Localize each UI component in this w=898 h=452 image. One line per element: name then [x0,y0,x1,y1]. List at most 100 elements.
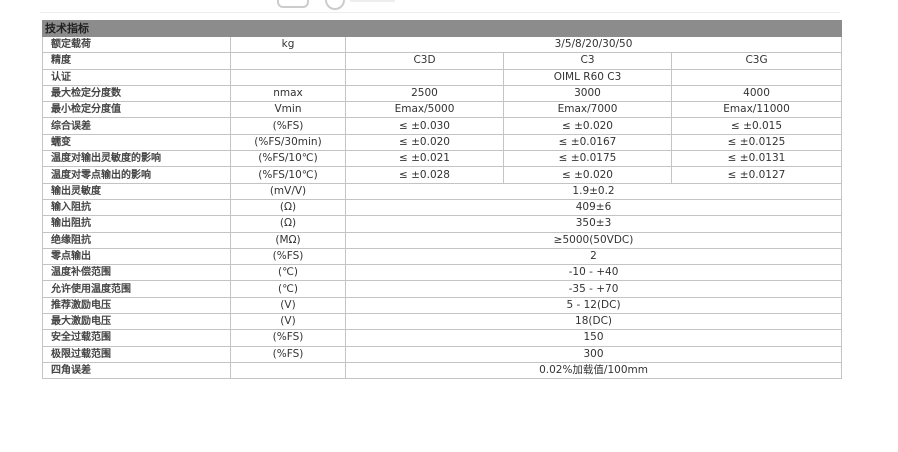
spec-name: 温度补偿范围 [42,264,231,282]
spec-value-c3g: Emax/11000 [670,101,843,119]
spec-name: 输出灵敏度 [42,182,231,200]
spec-unit: (%FS/10℃) [230,150,346,168]
spec-name: 最小检定分度值 [42,101,231,119]
spec-value: 300 [344,345,843,363]
spec-name: 允许使用温度范围 [42,280,231,298]
spec-value: 350±3 [344,215,843,233]
spec-value-c3: OIML R60 C3 [503,68,672,86]
spec-value: -35 - +70 [344,280,843,298]
logo-caption [350,0,395,2]
table-row: 温度对零点输出的影响 (%FS/10℃) ≤ ±0.028 ≤ ±0.020 ≤ ±0.… [42,166,843,184]
table-row: 综合误差 (%FS) ≤ ±0.030 ≤ ±0.020 ≤ ±0.015 [42,117,843,135]
table-row: 零点输出 (%FS) 2 [42,247,843,266]
table-row: 安全过载范围 (%FS) 150 [42,329,843,347]
table-row: 四角误差 0.02%加载值/100mm [42,361,843,380]
spec-unit: (%FS) [230,117,346,135]
spec-name: 四角误差 [42,361,231,380]
spec-unit: (mV/V) [230,182,346,200]
spec-value-c3: 3000 [503,84,672,103]
spec-value: -10 - +40 [344,264,843,282]
spec-value: 2 [344,247,843,266]
spec-value: 3/5/8/20/30/50 [344,35,843,54]
spec-name: 最大检定分度数 [42,84,231,103]
spec-value-c3g: 4000 [670,84,843,103]
table-row: 最大激励电压 (V) 18(DC) [42,313,843,331]
spec-unit [230,68,346,86]
spec-unit: (Ω) [230,215,346,233]
spec-unit: (MΩ) [230,231,346,249]
table-row: 推荐激励电压 (V) 5 - 12(DC) [42,296,843,315]
spec-name: 输入阻抗 [42,198,231,217]
table-row: 认证 OIML R60 C3 [42,68,843,86]
spec-unit: (V) [230,296,346,315]
divider [40,12,840,13]
spec-name: 绝缘阻抗 [42,231,231,249]
spec-name: 额定载荷 [42,35,231,54]
spec-value: 18(DC) [344,313,843,331]
table-row: 温度对输出灵敏度的影响 (%FS/10℃) ≤ ±0.021 ≤ ±0.0175 ≤ ±… [42,150,843,168]
spec-value-c3d: C3D [345,52,504,70]
spec-value-c3g: ≤ ±0.0131 [670,150,843,168]
table-row: 精度 C3D C3 C3G [42,52,843,70]
spec-name: 温度对零点输出的影响 [42,166,231,184]
table-row: 极限过载范围 (%FS) 300 [42,345,843,363]
table-row: 最大检定分度数 nmax 2500 3000 4000 [42,84,843,103]
spec-value-c3d: ≤ ±0.020 [345,133,504,152]
spec-value-c3: C3 [503,52,672,70]
spec-value-c3d [345,68,504,86]
spec-value-c3: ≤ ±0.020 [503,166,672,184]
spec-value-c3g: ≤ ±0.0127 [670,166,843,184]
spec-value: 409±6 [344,198,843,217]
spec-name: 极限过载范围 [42,345,231,363]
spec-name: 零点输出 [42,247,231,266]
spec-value-c3d: ≤ ±0.028 [345,166,504,184]
section-header: 技术指标 [41,20,843,37]
table-row: 输出灵敏度 (mV/V) 1.9±0.2 [42,182,843,200]
spec-name: 温度对输出灵敏度的影响 [42,150,231,168]
spec-value: 1.9±0.2 [344,182,843,200]
table-row: 允许使用温度范围 (℃) -35 - +70 [42,280,843,298]
spec-unit [230,361,346,380]
spec-value-c3d: 2500 [345,84,504,103]
spec-value-c3g [670,68,843,86]
spec-name: 最大激励电压 [42,313,231,331]
spec-value-c3g: ≤ ±0.015 [670,117,843,135]
spec-unit [230,52,346,70]
spec-unit: (%FS/30min) [230,133,346,152]
spec-name: 输出阻抗 [42,215,231,233]
spec-value-c3g: ≤ ±0.0125 [670,133,843,152]
spec-value: 5 - 12(DC) [344,296,843,315]
spec-value-c3: ≤ ±0.0167 [503,133,672,152]
spec-value-c3d: ≤ ±0.030 [345,117,504,135]
table-row: 温度补偿范围 (℃) -10 - +40 [42,264,843,282]
spec-unit: (Ω) [230,198,346,217]
spec-name: 认证 [42,68,231,86]
rohs-logo-icon [325,0,345,10]
spec-value-c3: ≤ ±0.0175 [503,150,672,168]
spec-value-c3d: Emax/5000 [345,101,504,119]
table-row: 最小检定分度值 Vmin Emax/5000 Emax/7000 Emax/11000 [42,101,843,119]
table-row: 输出阻抗 (Ω) 350±3 [42,215,843,233]
spec-value-c3: Emax/7000 [503,101,672,119]
spec-value-c3g: C3G [670,52,843,70]
spec-name: 蠕变 [42,133,231,152]
spec-table: 技术指标 额定载荷 kg 3/5/8/20/30/50 精度 C3D C3 C3G 认证 OIM… [41,20,843,380]
spec-value: 150 [344,329,843,347]
table-row: 额定载荷 kg 3/5/8/20/30/50 [42,35,843,54]
spec-unit: (%FS) [230,345,346,363]
spec-unit: Vmin [230,101,346,119]
spec-value: ≥5000(50VDC) [344,231,843,249]
certification-logo-icon [277,0,309,8]
table-row: 蠕变 (%FS/30min) ≤ ±0.020 ≤ ±0.0167 ≤ ±0.0125 [42,133,843,152]
spec-name: 推荐激励电压 [42,296,231,315]
spec-unit: (V) [230,313,346,331]
spec-value: 0.02%加载值/100mm [344,361,843,380]
spec-value-c3d: ≤ ±0.021 [345,150,504,168]
spec-unit: (%FS) [230,247,346,266]
spec-name: 精度 [42,52,231,70]
spec-name: 安全过载范围 [42,329,231,347]
spec-unit: nmax [230,84,346,103]
table-row: 输入阻抗 (Ω) 409±6 [42,198,843,217]
spec-unit: (℃) [230,280,346,298]
table-row: 绝缘阻抗 (MΩ) ≥5000(50VDC) [42,231,843,249]
